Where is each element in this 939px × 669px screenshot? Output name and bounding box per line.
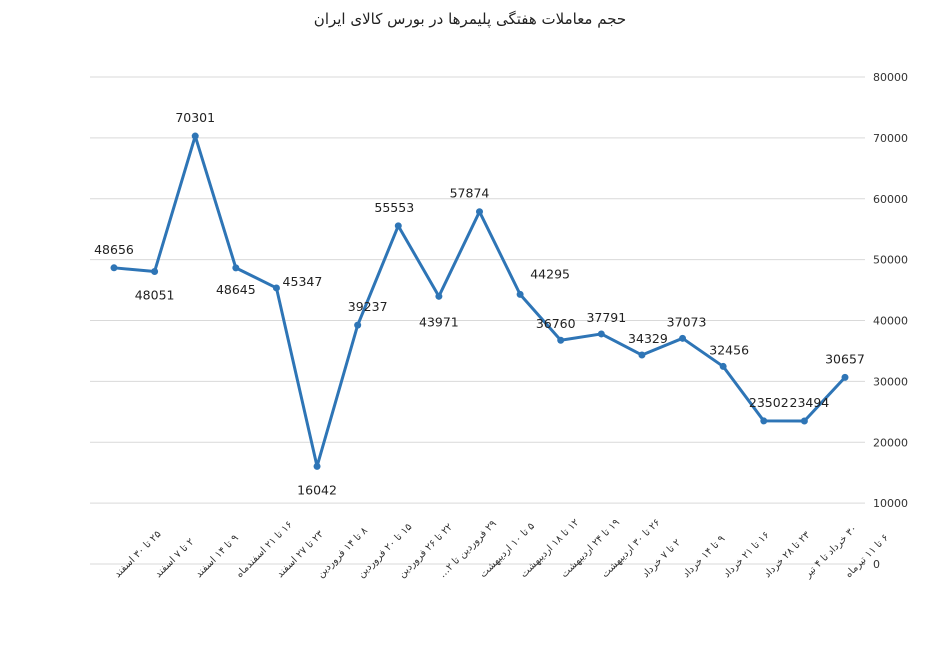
data-label: 36760 [536,316,576,331]
point-marker [557,336,565,344]
y-tick-label: 20000 [873,436,908,449]
data-label: 45347 [283,274,323,289]
point-marker [272,284,280,292]
y-tick-label: 70000 [873,132,908,145]
point-marker [394,222,402,230]
data-label: 16042 [297,482,337,497]
data-label: 43971 [419,314,459,329]
y-tick-label: 10000 [873,497,908,510]
y-tick-label: 30000 [873,375,908,388]
point-marker [719,362,727,370]
point-marker [476,208,483,216]
y-tick-label: 0 [873,558,880,571]
y-tick-label: 80000 [873,71,908,84]
data-label: 30657 [825,351,865,366]
data-label: 70301 [175,110,215,125]
data-label: 32456 [709,342,749,357]
data-label: 23494 [790,395,830,410]
point-marker [841,373,849,381]
point-marker [516,290,524,298]
point-marker [638,351,646,359]
chart-title: حجم معاملات هفتگی پلیمرها در بورس کالای … [314,10,626,29]
point-marker [191,132,199,140]
data-label: 48656 [94,242,134,257]
y-tick-label: 40000 [873,315,908,328]
point-marker [597,330,605,338]
data-label: 37791 [586,310,626,325]
data-label: 37073 [667,314,707,329]
data-label: 48051 [135,287,175,302]
point-marker [435,292,443,300]
data-label: 55553 [374,200,414,215]
point-marker [679,334,687,342]
data-label: 39237 [348,299,388,314]
data-label: 48645 [216,282,256,297]
y-tick-label: 60000 [873,193,908,206]
point-marker [760,417,768,425]
point-marker [354,321,362,329]
data-label: 23502 [749,395,789,410]
point-marker [110,264,118,272]
point-marker [313,462,321,470]
data-label: 34329 [628,331,668,346]
point-marker [800,417,808,425]
data-label: 44295 [530,266,570,281]
y-tick-label: 50000 [873,254,908,267]
point-marker [232,264,240,272]
point-marker [151,267,159,275]
data-label: 57874 [450,186,490,201]
